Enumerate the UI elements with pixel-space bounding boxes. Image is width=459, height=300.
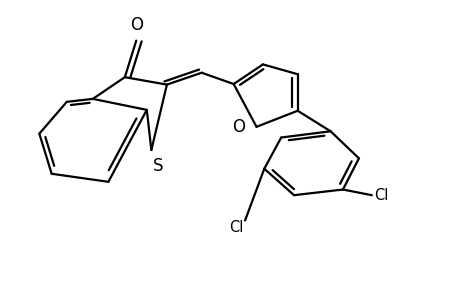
Text: Cl: Cl [229, 220, 243, 236]
Text: Cl: Cl [373, 188, 387, 203]
Text: O: O [129, 16, 142, 34]
Text: O: O [232, 118, 245, 136]
Text: S: S [153, 157, 163, 175]
